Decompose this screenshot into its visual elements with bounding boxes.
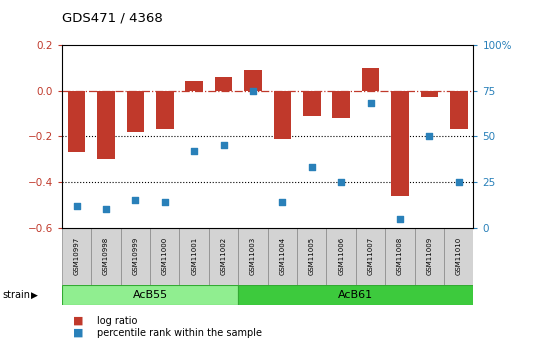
Text: GSM11004: GSM11004 bbox=[279, 237, 285, 275]
Text: AcB61: AcB61 bbox=[338, 290, 373, 300]
Point bbox=[190, 148, 199, 154]
Bar bbox=[267, 228, 297, 285]
Text: GDS471 / 4368: GDS471 / 4368 bbox=[62, 11, 162, 24]
Text: GSM11006: GSM11006 bbox=[338, 237, 344, 275]
Point bbox=[72, 203, 81, 208]
Bar bbox=[91, 228, 121, 285]
Text: log ratio: log ratio bbox=[97, 316, 137, 326]
Text: GSM11009: GSM11009 bbox=[426, 237, 433, 275]
Bar bbox=[97, 90, 115, 159]
Bar bbox=[180, 228, 209, 285]
Bar bbox=[327, 228, 356, 285]
Point bbox=[425, 134, 434, 139]
Bar bbox=[121, 228, 150, 285]
Text: GSM11002: GSM11002 bbox=[221, 237, 226, 275]
Bar bbox=[238, 285, 473, 305]
Bar bbox=[244, 70, 262, 90]
Bar bbox=[356, 228, 385, 285]
Bar bbox=[62, 285, 238, 305]
Text: GSM10997: GSM10997 bbox=[74, 237, 80, 275]
Bar bbox=[215, 77, 232, 90]
Point bbox=[455, 179, 463, 185]
Text: GSM11003: GSM11003 bbox=[250, 237, 256, 275]
Bar bbox=[150, 228, 180, 285]
Bar bbox=[415, 228, 444, 285]
Text: GSM11000: GSM11000 bbox=[162, 237, 168, 275]
Bar bbox=[68, 90, 86, 152]
Bar bbox=[332, 90, 350, 118]
Point bbox=[278, 199, 287, 205]
Point bbox=[220, 142, 228, 148]
Text: ■: ■ bbox=[73, 316, 83, 326]
Bar bbox=[126, 90, 144, 132]
Text: percentile rank within the sample: percentile rank within the sample bbox=[97, 328, 262, 338]
Bar bbox=[385, 228, 415, 285]
Point bbox=[366, 101, 375, 106]
Point bbox=[307, 165, 316, 170]
Point bbox=[337, 179, 345, 185]
Text: GSM11005: GSM11005 bbox=[309, 237, 315, 275]
Text: strain: strain bbox=[3, 290, 31, 300]
Text: GSM11008: GSM11008 bbox=[397, 237, 403, 275]
Text: GSM11007: GSM11007 bbox=[367, 237, 373, 275]
Bar bbox=[209, 228, 238, 285]
Text: GSM11001: GSM11001 bbox=[191, 237, 197, 275]
Text: ▶: ▶ bbox=[31, 290, 38, 299]
Bar bbox=[62, 228, 91, 285]
Text: GSM10998: GSM10998 bbox=[103, 237, 109, 275]
Point bbox=[160, 199, 169, 205]
Bar bbox=[273, 90, 291, 139]
Text: GSM11010: GSM11010 bbox=[456, 237, 462, 275]
Bar bbox=[391, 90, 409, 196]
Bar bbox=[297, 228, 327, 285]
Bar bbox=[450, 90, 468, 129]
Point bbox=[395, 216, 404, 221]
Bar bbox=[156, 90, 174, 129]
Bar bbox=[444, 228, 473, 285]
Bar bbox=[421, 90, 438, 97]
Bar bbox=[303, 90, 321, 116]
Point bbox=[131, 197, 140, 203]
Bar bbox=[185, 81, 203, 90]
Bar bbox=[238, 228, 268, 285]
Text: GSM10999: GSM10999 bbox=[132, 237, 138, 275]
Point bbox=[249, 88, 257, 93]
Text: ■: ■ bbox=[73, 328, 83, 338]
Point bbox=[102, 207, 110, 212]
Bar bbox=[362, 68, 379, 90]
Text: AcB55: AcB55 bbox=[132, 290, 168, 300]
